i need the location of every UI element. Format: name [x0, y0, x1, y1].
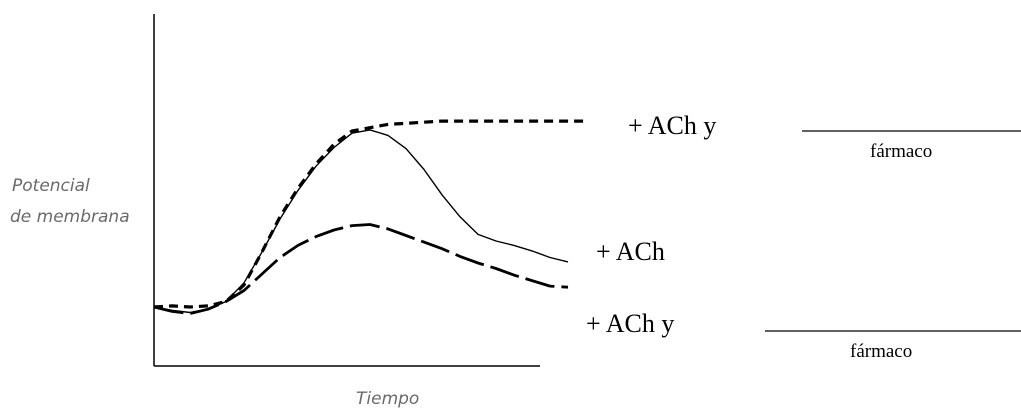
y-axis-label-line-2: de membrana: [10, 207, 130, 227]
series-layer: [153, 119, 586, 315]
series-label-ach-y-top: + ACh y: [628, 111, 716, 140]
x-axis-label: Tiempo: [356, 389, 419, 409]
blank-caption-bottom: fármaco: [850, 341, 912, 362]
series-label-ach-y-bottom: + ACh y: [586, 309, 674, 338]
series-line-3-ach-y-bottom: [153, 223, 569, 315]
blank-caption-top: fármaco: [870, 141, 932, 162]
series-line-1-ach-y-top: [153, 119, 586, 309]
series-line-2-ach: [153, 129, 569, 314]
series-label-ach: + ACh: [596, 237, 665, 266]
y-axis-label-line-1: Potencial: [12, 176, 90, 196]
